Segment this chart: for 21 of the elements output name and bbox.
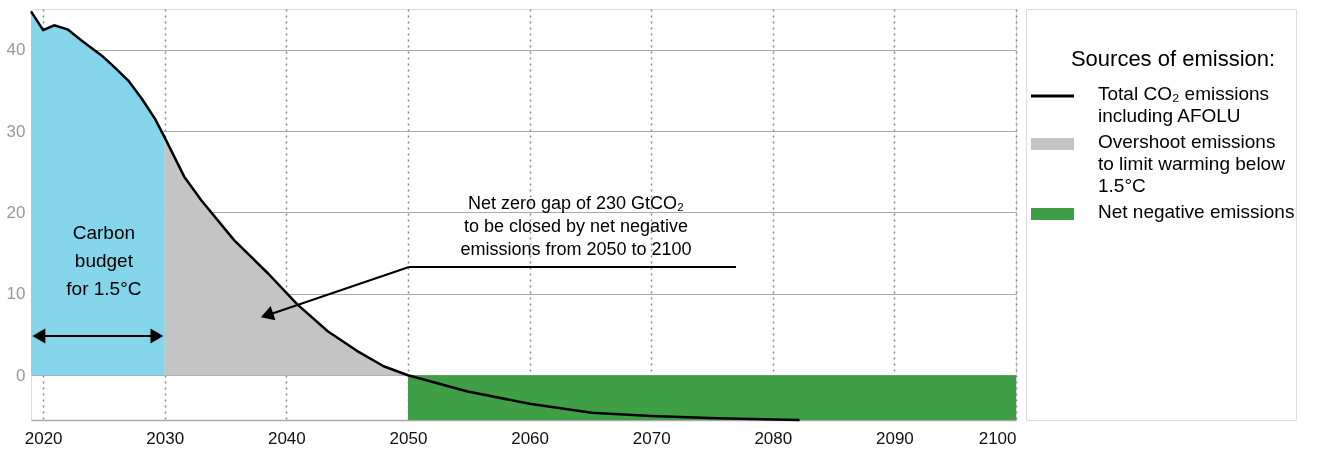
x-tick-label: 2050 <box>389 428 428 448</box>
y-tick-label: 40 <box>6 40 26 60</box>
y-tick-label: 20 <box>6 202 26 222</box>
x-tick-label: 2070 <box>632 428 671 448</box>
annotation: Net zero gap of 230 GtCO₂ to be closed by net negative emissions from 2050 to 2100 <box>460 193 692 259</box>
x-tick-label: 2040 <box>267 428 306 448</box>
x-tick-label: 2060 <box>511 428 549 448</box>
x-tick-label: 2080 <box>754 428 793 448</box>
annotation: Carbon budget for 1.5°C <box>66 222 142 299</box>
y-tick-label: 30 <box>6 121 26 141</box>
y-tick-label: 0 <box>16 365 26 385</box>
legend-title: Sources of emission: <box>1070 46 1276 71</box>
y-tick-label: 10 <box>6 284 26 304</box>
x-tick-label: 2020 <box>24 428 63 448</box>
legend-label: Net negative emissions <box>1098 201 1295 222</box>
legend-label: Overshoot emissions to limit warming below 1.5°C <box>1098 131 1286 196</box>
line-series <box>29 10 801 422</box>
legend-label: Total CO₂ emissions including AFOLU <box>1098 83 1270 126</box>
x-tick-label: 2100 <box>978 428 1017 448</box>
x-tick-label: 2090 <box>875 428 914 448</box>
x-tick-label: 2030 <box>146 428 185 448</box>
